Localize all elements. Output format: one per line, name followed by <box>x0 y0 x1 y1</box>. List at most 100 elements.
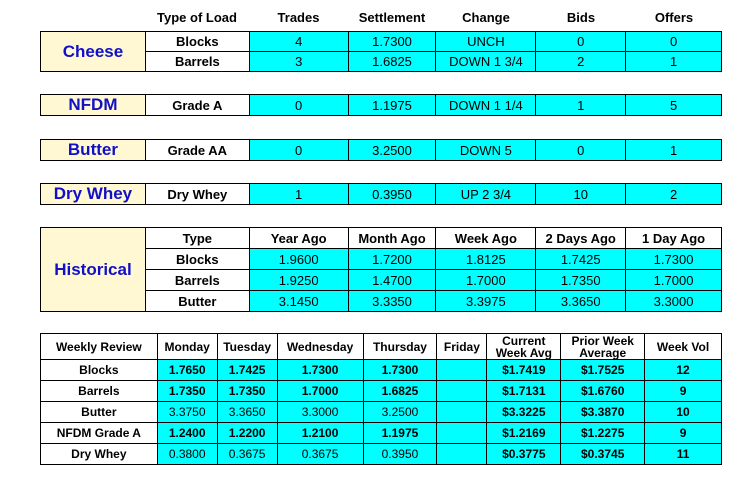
change-cell: DOWN 1 3/4 <box>435 51 537 72</box>
value-cell: 1.7650 <box>156 359 218 381</box>
header-offers: Offers <box>654 10 694 25</box>
column-header: Current Week Avg <box>486 333 562 360</box>
table-row: Barrels 3 1.6825 DOWN 1 3/4 2 1 <box>41 51 722 72</box>
value-cell <box>436 359 488 381</box>
value-cell: 3.3750 <box>156 401 218 423</box>
value-cell: 3.3975 <box>435 290 537 312</box>
table-row: Blocks 1.9600 1.7200 1.8125 1.7425 1.730… <box>41 248 722 270</box>
offers-cell: 1 <box>625 139 722 161</box>
header-type-of-load: Type of Load <box>157 10 237 25</box>
historical-label: Historical <box>40 227 146 312</box>
value-cell: 1.9600 <box>248 248 349 270</box>
column-header: Friday <box>436 333 488 360</box>
table-header-row: Weekly Review Monday Tuesday Wednesday T… <box>40 333 722 360</box>
offers-cell: 1 <box>625 51 722 72</box>
column-header: 1 Day Ago <box>625 227 722 249</box>
dry-whey-label: Dry Whey <box>40 183 146 205</box>
value-cell: 1.7425 <box>216 359 278 381</box>
value-cell: 0.3800 <box>156 443 218 465</box>
trades-cell: 0 <box>248 94 349 116</box>
bids-cell: 2 <box>535 51 627 72</box>
value-cell: 1.1975 <box>362 422 438 444</box>
change-cell: UP 2 3/4 <box>435 183 537 205</box>
settlement-cell: 0.3950 <box>347 183 437 205</box>
value-cell: 1.9250 <box>248 269 349 291</box>
weekly-review-table: Weekly Review Monday Tuesday Wednesday T… <box>40 333 722 465</box>
table-row: Dry Whey 0.3800 0.3675 0.3675 0.3950 $0.… <box>40 443 722 465</box>
value-cell <box>436 401 488 423</box>
bids-cell: 10 <box>535 183 627 205</box>
column-header: Month Ago <box>347 227 437 249</box>
value-cell: 1.7300 <box>276 359 364 381</box>
table-row: Cheese Blocks 4 1.7300 UNCH 0 0 <box>40 31 722 72</box>
trades-cell: 0 <box>248 139 349 161</box>
butter-label: Butter <box>40 139 146 161</box>
value-cell: $1.7419 <box>486 359 562 381</box>
column-header: Thursday <box>362 333 438 360</box>
value-cell: 10 <box>644 401 722 423</box>
offers-cell: 2 <box>625 183 722 205</box>
value-cell: 0.3675 <box>216 443 278 465</box>
column-header: Year Ago <box>248 227 349 249</box>
bids-cell: 0 <box>535 139 627 161</box>
trades-cell: 4 <box>248 31 349 52</box>
table-row: NFDM Grade A 0 1.1975 DOWN 1 1/4 1 5 <box>40 94 722 116</box>
value-cell <box>436 422 488 444</box>
value-cell: $1.7525 <box>560 359 646 381</box>
cheese-table: Cheese Blocks 4 1.7300 UNCH 0 0 Barrels … <box>40 31 722 72</box>
value-cell: 3.2500 <box>362 401 438 423</box>
value-cell <box>436 443 488 465</box>
column-header: Type <box>144 227 250 249</box>
load-type: Grade A <box>144 94 250 116</box>
nfdm-table: NFDM Grade A 0 1.1975 DOWN 1 1/4 1 5 <box>40 94 722 116</box>
row-label: NFDM Grade A <box>40 422 158 444</box>
value-cell: 3.3000 <box>276 401 364 423</box>
column-header: 2 Days Ago <box>535 227 627 249</box>
value-cell: 1.6825 <box>362 380 438 402</box>
row-label: Blocks <box>144 248 250 270</box>
settlement-cell: 1.7300 <box>347 31 437 52</box>
column-header: Week Ago <box>435 227 537 249</box>
value-cell: $3.3225 <box>486 401 562 423</box>
change-cell: DOWN 5 <box>435 139 537 161</box>
table-row: Butter 3.3750 3.3650 3.3000 3.2500 $3.32… <box>40 401 722 423</box>
bids-cell: 1 <box>535 94 627 116</box>
value-cell: 0.3950 <box>362 443 438 465</box>
row-label: Barrels <box>144 269 250 291</box>
value-cell <box>436 380 488 402</box>
value-cell: 3.3650 <box>216 401 278 423</box>
column-header: Wednesday <box>276 333 364 360</box>
cheese-label: Cheese <box>40 31 146 72</box>
value-cell: 1.7300 <box>362 359 438 381</box>
value-cell: 3.3650 <box>535 290 627 312</box>
table-row: Barrels 1.7350 1.7350 1.7000 1.6825 $1.7… <box>40 380 722 402</box>
column-header: Tuesday <box>216 333 278 360</box>
value-cell: 1.2200 <box>216 422 278 444</box>
value-cell: 1.7000 <box>435 269 537 291</box>
dry-whey-table: Dry Whey Dry Whey 1 0.3950 UP 2 3/4 10 2 <box>40 183 722 205</box>
value-cell: $0.3775 <box>486 443 562 465</box>
value-cell: 1.7350 <box>216 380 278 402</box>
nfdm-label: NFDM <box>40 94 146 116</box>
change-cell: UNCH <box>435 31 537 52</box>
offers-cell: 5 <box>625 94 722 116</box>
row-label: Butter <box>144 290 250 312</box>
table-row: Dry Whey Dry Whey 1 0.3950 UP 2 3/4 10 2 <box>40 183 722 205</box>
table-row: NFDM Grade A 1.2400 1.2200 1.2100 1.1975… <box>40 422 722 444</box>
value-cell: 1.7000 <box>625 269 722 291</box>
value-cell: 9 <box>644 380 722 402</box>
change-cell: DOWN 1 1/4 <box>435 94 537 116</box>
load-type: Blocks <box>144 31 250 52</box>
trades-cell: 1 <box>248 183 349 205</box>
load-type: Grade AA <box>144 139 250 161</box>
load-type: Barrels <box>144 51 250 72</box>
value-cell: 1.7200 <box>347 248 437 270</box>
header-bids: Bids <box>566 10 596 25</box>
settlement-cell: 3.2500 <box>347 139 437 161</box>
row-label: Barrels <box>40 380 158 402</box>
value-cell: 1.7350 <box>535 269 627 291</box>
value-cell: 3.3000 <box>625 290 722 312</box>
header-trades: Trades <box>277 10 320 25</box>
column-header: Prior Week Average <box>560 333 646 360</box>
value-cell: 0.3675 <box>276 443 364 465</box>
